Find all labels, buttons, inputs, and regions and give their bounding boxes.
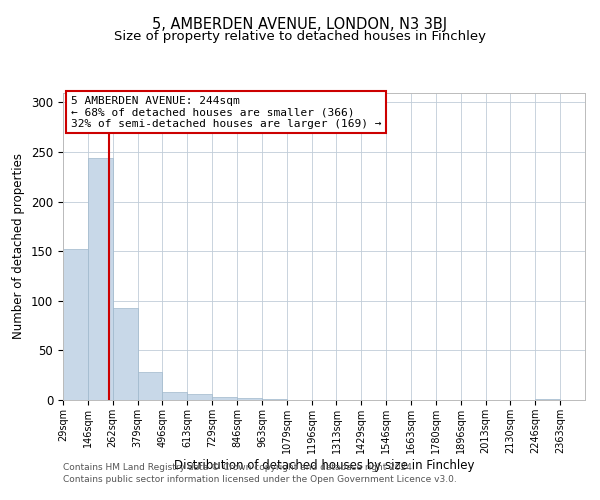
Bar: [262, 399, 287, 400]
Bar: [535, 399, 560, 400]
Text: Contains public sector information licensed under the Open Government Licence v3: Contains public sector information licen…: [63, 475, 457, 484]
Text: Contains HM Land Registry data © Crown copyright and database right 2024.: Contains HM Land Registry data © Crown c…: [63, 464, 415, 472]
Bar: [88, 158, 113, 400]
Bar: [237, 398, 262, 400]
Bar: [63, 249, 88, 400]
Bar: [137, 372, 163, 400]
Bar: [212, 397, 237, 400]
X-axis label: Distribution of detached houses by size in Finchley: Distribution of detached houses by size …: [174, 458, 474, 471]
Bar: [187, 394, 212, 400]
Y-axis label: Number of detached properties: Number of detached properties: [13, 153, 25, 339]
Text: 5 AMBERDEN AVENUE: 244sqm
← 68% of detached houses are smaller (366)
32% of semi: 5 AMBERDEN AVENUE: 244sqm ← 68% of detac…: [71, 96, 382, 129]
Text: Size of property relative to detached houses in Finchley: Size of property relative to detached ho…: [114, 30, 486, 43]
Bar: [113, 308, 137, 400]
Text: 5, AMBERDEN AVENUE, LONDON, N3 3BJ: 5, AMBERDEN AVENUE, LONDON, N3 3BJ: [152, 18, 448, 32]
Bar: [163, 392, 187, 400]
